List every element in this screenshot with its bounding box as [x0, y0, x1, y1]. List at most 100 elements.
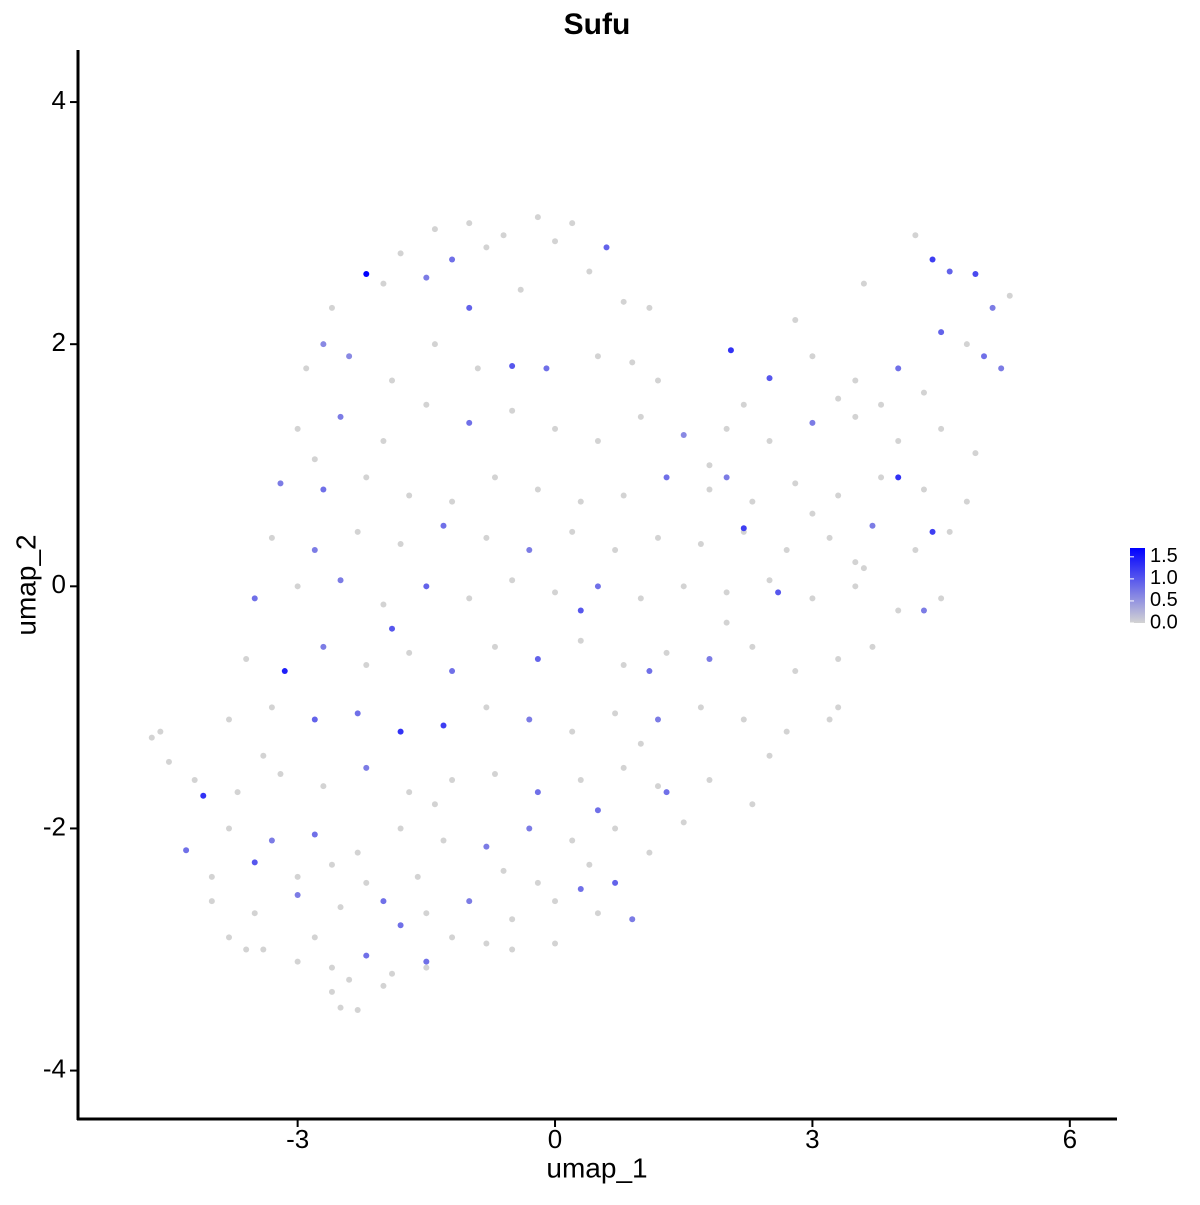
point — [998, 365, 1005, 372]
point — [483, 244, 490, 251]
point — [783, 728, 790, 735]
point — [963, 341, 970, 348]
x-axis-title: umap_1 — [546, 1152, 647, 1183]
point — [852, 583, 859, 590]
point — [483, 843, 490, 850]
point — [354, 710, 361, 717]
point — [251, 910, 258, 917]
point — [835, 395, 842, 402]
point — [852, 413, 859, 420]
point — [337, 577, 344, 584]
point — [157, 728, 164, 735]
point — [612, 825, 619, 832]
point — [243, 655, 250, 662]
point — [509, 577, 516, 584]
point — [946, 528, 953, 535]
point — [354, 849, 361, 856]
point — [963, 498, 970, 505]
point — [423, 401, 430, 408]
point — [311, 934, 318, 941]
point — [637, 595, 644, 602]
point — [509, 916, 516, 923]
point — [852, 377, 859, 384]
point — [552, 238, 559, 245]
point — [294, 425, 301, 432]
point — [423, 958, 430, 965]
point — [431, 226, 438, 233]
point — [577, 885, 584, 892]
point — [577, 637, 584, 644]
point — [294, 583, 301, 590]
colorbar-tick-label: 0.5 — [1150, 589, 1178, 611]
point — [389, 377, 396, 384]
point — [981, 353, 988, 360]
point — [637, 413, 644, 420]
point — [706, 777, 713, 784]
x-tick-label: 6 — [1063, 1124, 1077, 1154]
point — [663, 789, 670, 796]
point — [440, 837, 447, 844]
point — [654, 716, 661, 723]
point — [389, 970, 396, 977]
point — [354, 528, 361, 535]
point — [320, 486, 327, 493]
point — [723, 589, 730, 596]
point — [397, 540, 404, 547]
point — [311, 716, 318, 723]
point — [740, 716, 747, 723]
point — [594, 583, 601, 590]
point — [766, 752, 773, 759]
point — [938, 595, 945, 602]
point — [277, 480, 284, 487]
point — [869, 522, 876, 529]
point — [526, 546, 533, 553]
point — [277, 770, 284, 777]
point — [663, 649, 670, 656]
point — [577, 498, 584, 505]
point — [860, 280, 867, 287]
point — [552, 425, 559, 432]
point — [294, 958, 301, 965]
point — [629, 359, 636, 366]
point — [337, 413, 344, 420]
point — [920, 389, 927, 396]
y-axis-title: umap_2 — [10, 534, 41, 635]
point — [629, 916, 636, 923]
point — [320, 341, 327, 348]
point — [423, 583, 430, 590]
point — [552, 589, 559, 596]
point — [406, 492, 413, 499]
point — [534, 486, 541, 493]
point — [397, 922, 404, 929]
point — [723, 474, 730, 481]
x-tick-label: 0 — [548, 1124, 562, 1154]
point — [234, 789, 241, 796]
point — [226, 716, 233, 723]
point — [1006, 292, 1013, 299]
point — [397, 825, 404, 832]
chart-title: Sufu — [564, 8, 631, 41]
point — [320, 783, 327, 790]
point — [363, 764, 370, 771]
point — [680, 583, 687, 590]
x-tick-label: -3 — [286, 1124, 309, 1154]
y-tick-label: 4 — [52, 85, 66, 115]
point — [938, 425, 945, 432]
point — [594, 353, 601, 360]
point — [826, 716, 833, 723]
point — [260, 752, 267, 759]
point — [406, 789, 413, 796]
point — [183, 847, 190, 854]
point — [697, 704, 704, 711]
point — [620, 764, 627, 771]
point — [466, 898, 473, 905]
point — [500, 232, 507, 239]
point — [483, 704, 490, 711]
point — [577, 777, 584, 784]
point — [380, 280, 387, 287]
point — [594, 807, 601, 814]
point — [809, 419, 816, 426]
point — [569, 837, 576, 844]
point — [226, 934, 233, 941]
